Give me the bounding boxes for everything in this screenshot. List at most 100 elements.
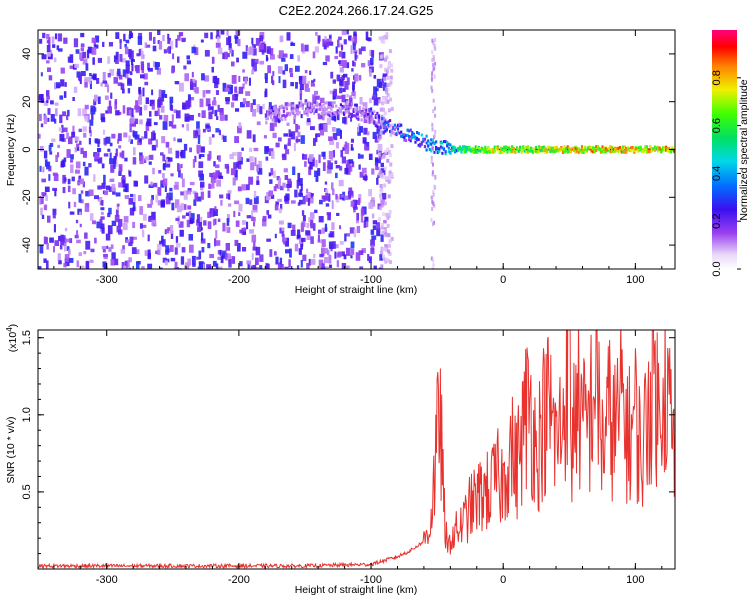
x-tick-label: -100 bbox=[360, 274, 382, 286]
ridge-cell bbox=[519, 145, 522, 149]
noise-cell bbox=[101, 200, 104, 206]
ridge-cell bbox=[466, 146, 469, 149]
noise-cell bbox=[131, 108, 134, 117]
ridge-cell bbox=[561, 151, 565, 154]
noise-cell bbox=[432, 109, 435, 114]
noise-cell bbox=[158, 41, 163, 50]
noise-cell bbox=[67, 56, 71, 63]
noise-cell bbox=[109, 152, 112, 160]
noise-cell bbox=[47, 108, 51, 115]
noise-cell bbox=[292, 224, 296, 231]
noise-cell bbox=[334, 113, 337, 122]
noise-cell bbox=[41, 192, 46, 196]
noise-cell bbox=[82, 126, 87, 132]
noise-cell bbox=[187, 258, 191, 266]
ridge-cell bbox=[523, 149, 526, 153]
noise-cell bbox=[434, 61, 437, 66]
noise-cell bbox=[144, 131, 148, 139]
ridge-cell bbox=[347, 111, 350, 115]
noise-cell bbox=[60, 67, 65, 74]
noise-cell bbox=[298, 178, 303, 186]
ridge-cell bbox=[338, 107, 341, 111]
noise-cell bbox=[153, 182, 158, 188]
noise-cell bbox=[377, 116, 381, 124]
ridge-cell bbox=[295, 108, 298, 112]
noise-cell bbox=[380, 264, 384, 269]
noise-cell bbox=[130, 59, 135, 62]
noise-cell bbox=[384, 244, 388, 248]
noise-cell bbox=[220, 200, 223, 206]
noise-cell bbox=[165, 245, 170, 253]
ridge-cell bbox=[360, 113, 363, 117]
noise-cell bbox=[271, 151, 275, 159]
ridge-cell bbox=[584, 145, 587, 149]
ridge-cell bbox=[374, 124, 377, 128]
noise-cell bbox=[80, 199, 84, 204]
noise-cell bbox=[249, 199, 253, 205]
ridge-cell bbox=[593, 146, 596, 150]
noise-cell bbox=[341, 94, 346, 103]
noise-cell bbox=[361, 167, 367, 174]
noise-cell bbox=[151, 89, 154, 96]
noise-cell bbox=[196, 256, 200, 260]
noise-cell bbox=[281, 232, 284, 237]
ridge-cell bbox=[460, 150, 463, 154]
noise-cell bbox=[383, 247, 387, 252]
ridge-cell bbox=[309, 108, 312, 112]
noise-cell bbox=[367, 254, 370, 261]
noise-cell bbox=[121, 58, 126, 63]
ridge-cell bbox=[546, 150, 549, 154]
ridge-cell bbox=[371, 111, 374, 115]
noise-cell bbox=[104, 82, 108, 87]
ridge-cell bbox=[606, 148, 609, 152]
ridge-cell bbox=[420, 133, 423, 137]
noise-cell bbox=[53, 57, 57, 63]
ridge-cell bbox=[408, 129, 411, 133]
ridge-cell bbox=[365, 108, 368, 112]
ridge-cell bbox=[479, 149, 482, 153]
noise-cell bbox=[222, 82, 227, 92]
noise-cell bbox=[294, 189, 298, 198]
ridge-cell bbox=[441, 141, 444, 145]
top-y-axis-title: Frequency (Hz) bbox=[5, 114, 17, 186]
noise-cell bbox=[129, 124, 132, 133]
noise-cell bbox=[113, 77, 118, 84]
ridge-cell bbox=[596, 145, 599, 148]
ridge-cell bbox=[305, 109, 308, 113]
noise-cell bbox=[105, 136, 111, 144]
ridge-cell bbox=[331, 102, 335, 106]
ridge-cell bbox=[636, 147, 639, 151]
noise-cell bbox=[364, 141, 370, 150]
noise-cell bbox=[215, 164, 220, 169]
noise-cell bbox=[381, 222, 385, 227]
noise-cell bbox=[381, 247, 385, 252]
noise-cell bbox=[64, 238, 70, 243]
noise-cell bbox=[92, 57, 95, 65]
noise-cell bbox=[286, 32, 291, 41]
ridge-cell bbox=[357, 117, 360, 121]
noise-cell bbox=[287, 178, 292, 185]
noise-cell bbox=[385, 69, 389, 74]
y-tick-label: 0.5 bbox=[21, 484, 33, 499]
noise-cell bbox=[144, 81, 149, 86]
noise-cell bbox=[70, 164, 74, 174]
noise-cell bbox=[83, 251, 87, 255]
noise-cell bbox=[222, 135, 227, 142]
noise-cell bbox=[142, 87, 145, 97]
noise-cell bbox=[341, 30, 347, 36]
ridge-cell bbox=[503, 149, 506, 153]
noise-cell bbox=[117, 82, 123, 86]
noise-cell bbox=[72, 97, 75, 101]
ridge-cell bbox=[425, 134, 428, 138]
noise-cell bbox=[289, 54, 294, 59]
noise-cell bbox=[302, 195, 306, 205]
noise-cell bbox=[46, 243, 49, 250]
noise-cell bbox=[46, 260, 49, 269]
noise-cell bbox=[353, 75, 356, 80]
noise-cell bbox=[434, 129, 437, 134]
ridge-cell bbox=[409, 135, 412, 139]
ridge-cell bbox=[320, 105, 323, 109]
ridge-cell bbox=[355, 116, 358, 120]
ridge-cell bbox=[493, 149, 496, 153]
noise-cell bbox=[107, 212, 111, 218]
